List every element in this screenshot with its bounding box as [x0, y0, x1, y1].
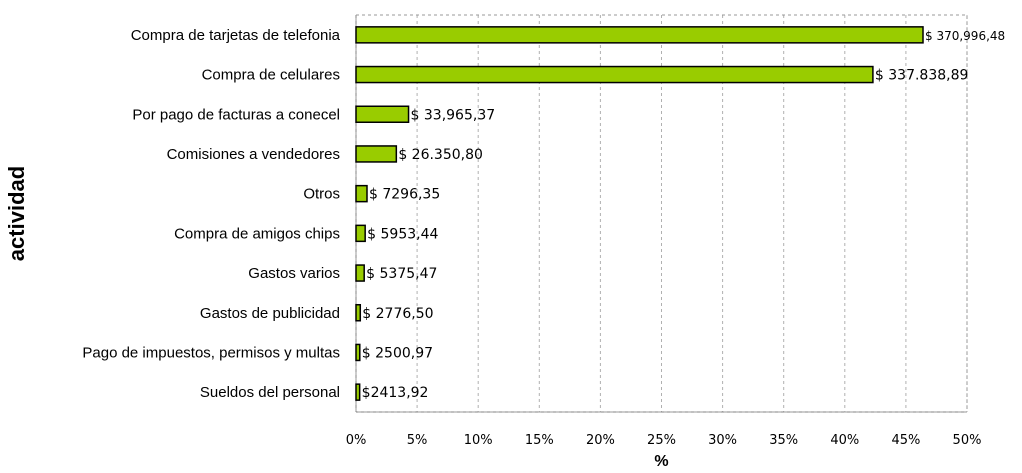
data-label: $ 370,996,48 — [925, 29, 1005, 43]
x-tick-label: 40% — [830, 433, 859, 448]
bar — [355, 304, 362, 322]
x-tick-label: 25% — [647, 433, 676, 448]
x-tick-label: 10% — [464, 433, 493, 448]
data-label: $ 33,965,37 — [411, 107, 496, 123]
bar — [355, 26, 924, 44]
bar — [355, 343, 361, 362]
bar — [355, 105, 410, 123]
category-label: Sueldos del personal — [200, 384, 340, 401]
category-label: Por pago de facturas a conecel — [132, 106, 340, 123]
category-label: Compra de tarjetas de telefonia — [131, 27, 341, 44]
data-label: $ 5375,47 — [366, 266, 437, 282]
bar — [355, 145, 398, 163]
x-tick-label: 5% — [407, 433, 428, 448]
x-tick-label: 35% — [769, 433, 798, 448]
bar — [355, 224, 366, 243]
y-axis-title: actividad — [4, 166, 29, 261]
bar — [355, 383, 361, 401]
bar — [355, 65, 874, 84]
bar — [355, 264, 365, 282]
category-label: Compra de celulares — [202, 67, 340, 84]
category-label: Otros — [303, 186, 340, 203]
data-label: $ 5953,44 — [367, 226, 438, 242]
x-tick-label: 15% — [525, 433, 554, 448]
data-label: $ 337.838,89 — [875, 68, 969, 84]
x-tick-label: 30% — [708, 433, 737, 448]
data-label: $2413,92 — [362, 385, 429, 401]
data-label: $ 2500,97 — [362, 345, 433, 361]
x-tick-label: 50% — [953, 433, 982, 448]
x-tick-labels: 0% 5% 10% 15% 20% 25% 30% 35% 40% 45% 50% — [346, 433, 982, 448]
data-label: $ 7296,35 — [369, 187, 440, 203]
bar — [355, 184, 368, 203]
bars — [355, 26, 924, 401]
x-tick-label: 45% — [891, 433, 920, 448]
data-label: $ 26.350,80 — [398, 147, 483, 163]
category-label: Comisiones a vendedores — [167, 146, 340, 163]
data-label: $ 2776,50 — [362, 306, 433, 322]
data-labels: $ 370,996,48 $ 337.838,89 $ 33,965,37 $ 26.… — [362, 29, 1005, 401]
category-label: Pago de impuestos, permisos y multas — [82, 344, 340, 361]
x-tick-label: 0% — [346, 433, 367, 448]
category-label: Gastos de publicidad — [200, 305, 340, 322]
x-tick-label: 20% — [586, 433, 615, 448]
x-axis-title: % — [654, 453, 668, 470]
category-label: Gastos varios — [248, 265, 340, 282]
category-labels: Compra de tarjetas de telefonia Compra de… — [82, 27, 340, 401]
category-label: Compra de amigos chips — [174, 225, 340, 242]
